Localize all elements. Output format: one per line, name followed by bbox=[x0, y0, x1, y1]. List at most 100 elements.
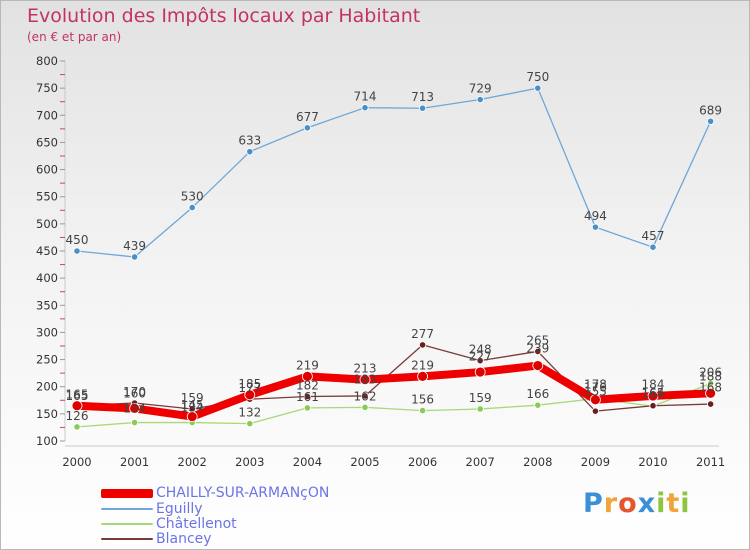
data-point bbox=[706, 400, 715, 408]
y-tick-label: 300 bbox=[36, 325, 58, 339]
data-point bbox=[359, 374, 371, 386]
data-label: 164 bbox=[642, 387, 665, 401]
data-point bbox=[418, 104, 427, 112]
logo-letter: i bbox=[656, 488, 667, 519]
data-point bbox=[361, 392, 369, 400]
data-point bbox=[532, 360, 544, 371]
y-tick-label: 550 bbox=[36, 190, 58, 204]
data-label: 188 bbox=[699, 369, 722, 383]
proxiti-logo: Proxiti bbox=[583, 488, 691, 519]
data-point bbox=[303, 124, 311, 132]
data-label: 155 bbox=[584, 384, 607, 398]
data-label: 134 bbox=[123, 401, 146, 415]
data-point bbox=[244, 389, 256, 401]
data-label: 165 bbox=[66, 389, 89, 403]
x-tick-label: 2000 bbox=[62, 455, 91, 469]
y-tick-label: 100 bbox=[36, 434, 58, 448]
data-label: 633 bbox=[238, 134, 261, 148]
data-label: 457 bbox=[642, 229, 665, 243]
logo-letter: P bbox=[583, 488, 604, 519]
data-label: 132 bbox=[238, 406, 261, 420]
data-label: 170 bbox=[123, 385, 146, 399]
data-point bbox=[476, 95, 484, 104]
data-point bbox=[246, 420, 254, 428]
logo-letter: o bbox=[618, 488, 638, 519]
data-label: 161 bbox=[296, 390, 319, 404]
y-tick-label: 650 bbox=[36, 135, 58, 149]
data-label: 166 bbox=[526, 387, 549, 401]
series-line bbox=[76, 344, 712, 412]
legend-item: Châtellenot bbox=[101, 516, 237, 532]
x-tick-label: 2009 bbox=[581, 455, 610, 469]
y-tick-label: 450 bbox=[36, 244, 58, 258]
chart-title: Evolution des Impôts locaux par Habitant bbox=[27, 5, 421, 27]
data-label: 145 bbox=[181, 398, 204, 412]
data-label: 729 bbox=[469, 82, 492, 96]
data-label: 162 bbox=[354, 389, 377, 403]
data-label: 160 bbox=[123, 387, 146, 401]
data-label: 248 bbox=[469, 343, 492, 357]
data-point bbox=[534, 84, 542, 92]
data-point bbox=[534, 347, 542, 356]
legend-label: Blancey bbox=[156, 531, 212, 547]
x-tick-label: 2010 bbox=[638, 455, 667, 469]
x-tick-label: 2007 bbox=[466, 455, 495, 469]
data-point bbox=[476, 405, 484, 413]
y-tick-label: 800 bbox=[36, 54, 58, 68]
logo-letter: i bbox=[680, 488, 691, 519]
data-point bbox=[301, 370, 313, 382]
legend-swatch bbox=[101, 538, 153, 540]
legend-swatch bbox=[101, 508, 153, 510]
data-label: 713 bbox=[411, 90, 434, 104]
data-label: 156 bbox=[411, 393, 434, 407]
data-point bbox=[474, 366, 486, 378]
chart-subtitle: (en € et par an) bbox=[27, 30, 122, 44]
data-label: 530 bbox=[181, 190, 204, 204]
legend-item: Eguilly bbox=[101, 501, 203, 517]
data-label: 185 bbox=[238, 377, 261, 391]
legend-label: CHAILLY-SUR-ARMANçON bbox=[156, 485, 330, 501]
data-point bbox=[361, 403, 369, 411]
data-label: 177 bbox=[238, 381, 261, 395]
x-tick-label: 2004 bbox=[293, 455, 322, 469]
data-label: 213 bbox=[354, 362, 377, 376]
y-tick-label: 150 bbox=[36, 407, 58, 421]
data-point bbox=[361, 104, 369, 112]
data-label: 176 bbox=[584, 381, 607, 395]
data-point bbox=[647, 390, 659, 402]
data-label: 714 bbox=[354, 90, 377, 104]
logo-letter: r bbox=[603, 488, 619, 519]
data-label: 439 bbox=[123, 239, 146, 253]
data-point bbox=[246, 148, 254, 156]
data-label: 494 bbox=[584, 209, 607, 223]
logo-letter: x bbox=[637, 488, 657, 519]
x-tick-label: 2008 bbox=[523, 455, 552, 469]
data-point bbox=[188, 203, 196, 212]
data-point bbox=[73, 247, 81, 255]
data-label: 219 bbox=[296, 358, 319, 372]
x-tick-label: 2003 bbox=[235, 455, 264, 469]
data-label: 159 bbox=[469, 391, 492, 405]
data-label: 265 bbox=[526, 333, 549, 347]
data-label: 126 bbox=[66, 409, 89, 423]
y-tick-label: 250 bbox=[36, 353, 58, 367]
data-point bbox=[131, 253, 139, 261]
data-point bbox=[303, 404, 311, 412]
data-label: 184 bbox=[642, 377, 665, 391]
logo-letter: t bbox=[666, 488, 681, 519]
data-point bbox=[418, 406, 427, 415]
data-label: 178 bbox=[584, 377, 607, 391]
data-label: 165 bbox=[66, 388, 89, 402]
y-tick-label: 500 bbox=[36, 217, 58, 231]
legend-swatch bbox=[101, 488, 153, 498]
data-label: 165 bbox=[642, 386, 665, 400]
data-label: 159 bbox=[181, 391, 204, 405]
legend-label: Châtellenot bbox=[156, 516, 237, 532]
y-tick-label: 700 bbox=[36, 108, 58, 122]
data-point bbox=[476, 357, 484, 365]
data-label: 219 bbox=[411, 358, 434, 372]
series-line bbox=[73, 361, 715, 421]
data-label: 239 bbox=[526, 342, 549, 356]
